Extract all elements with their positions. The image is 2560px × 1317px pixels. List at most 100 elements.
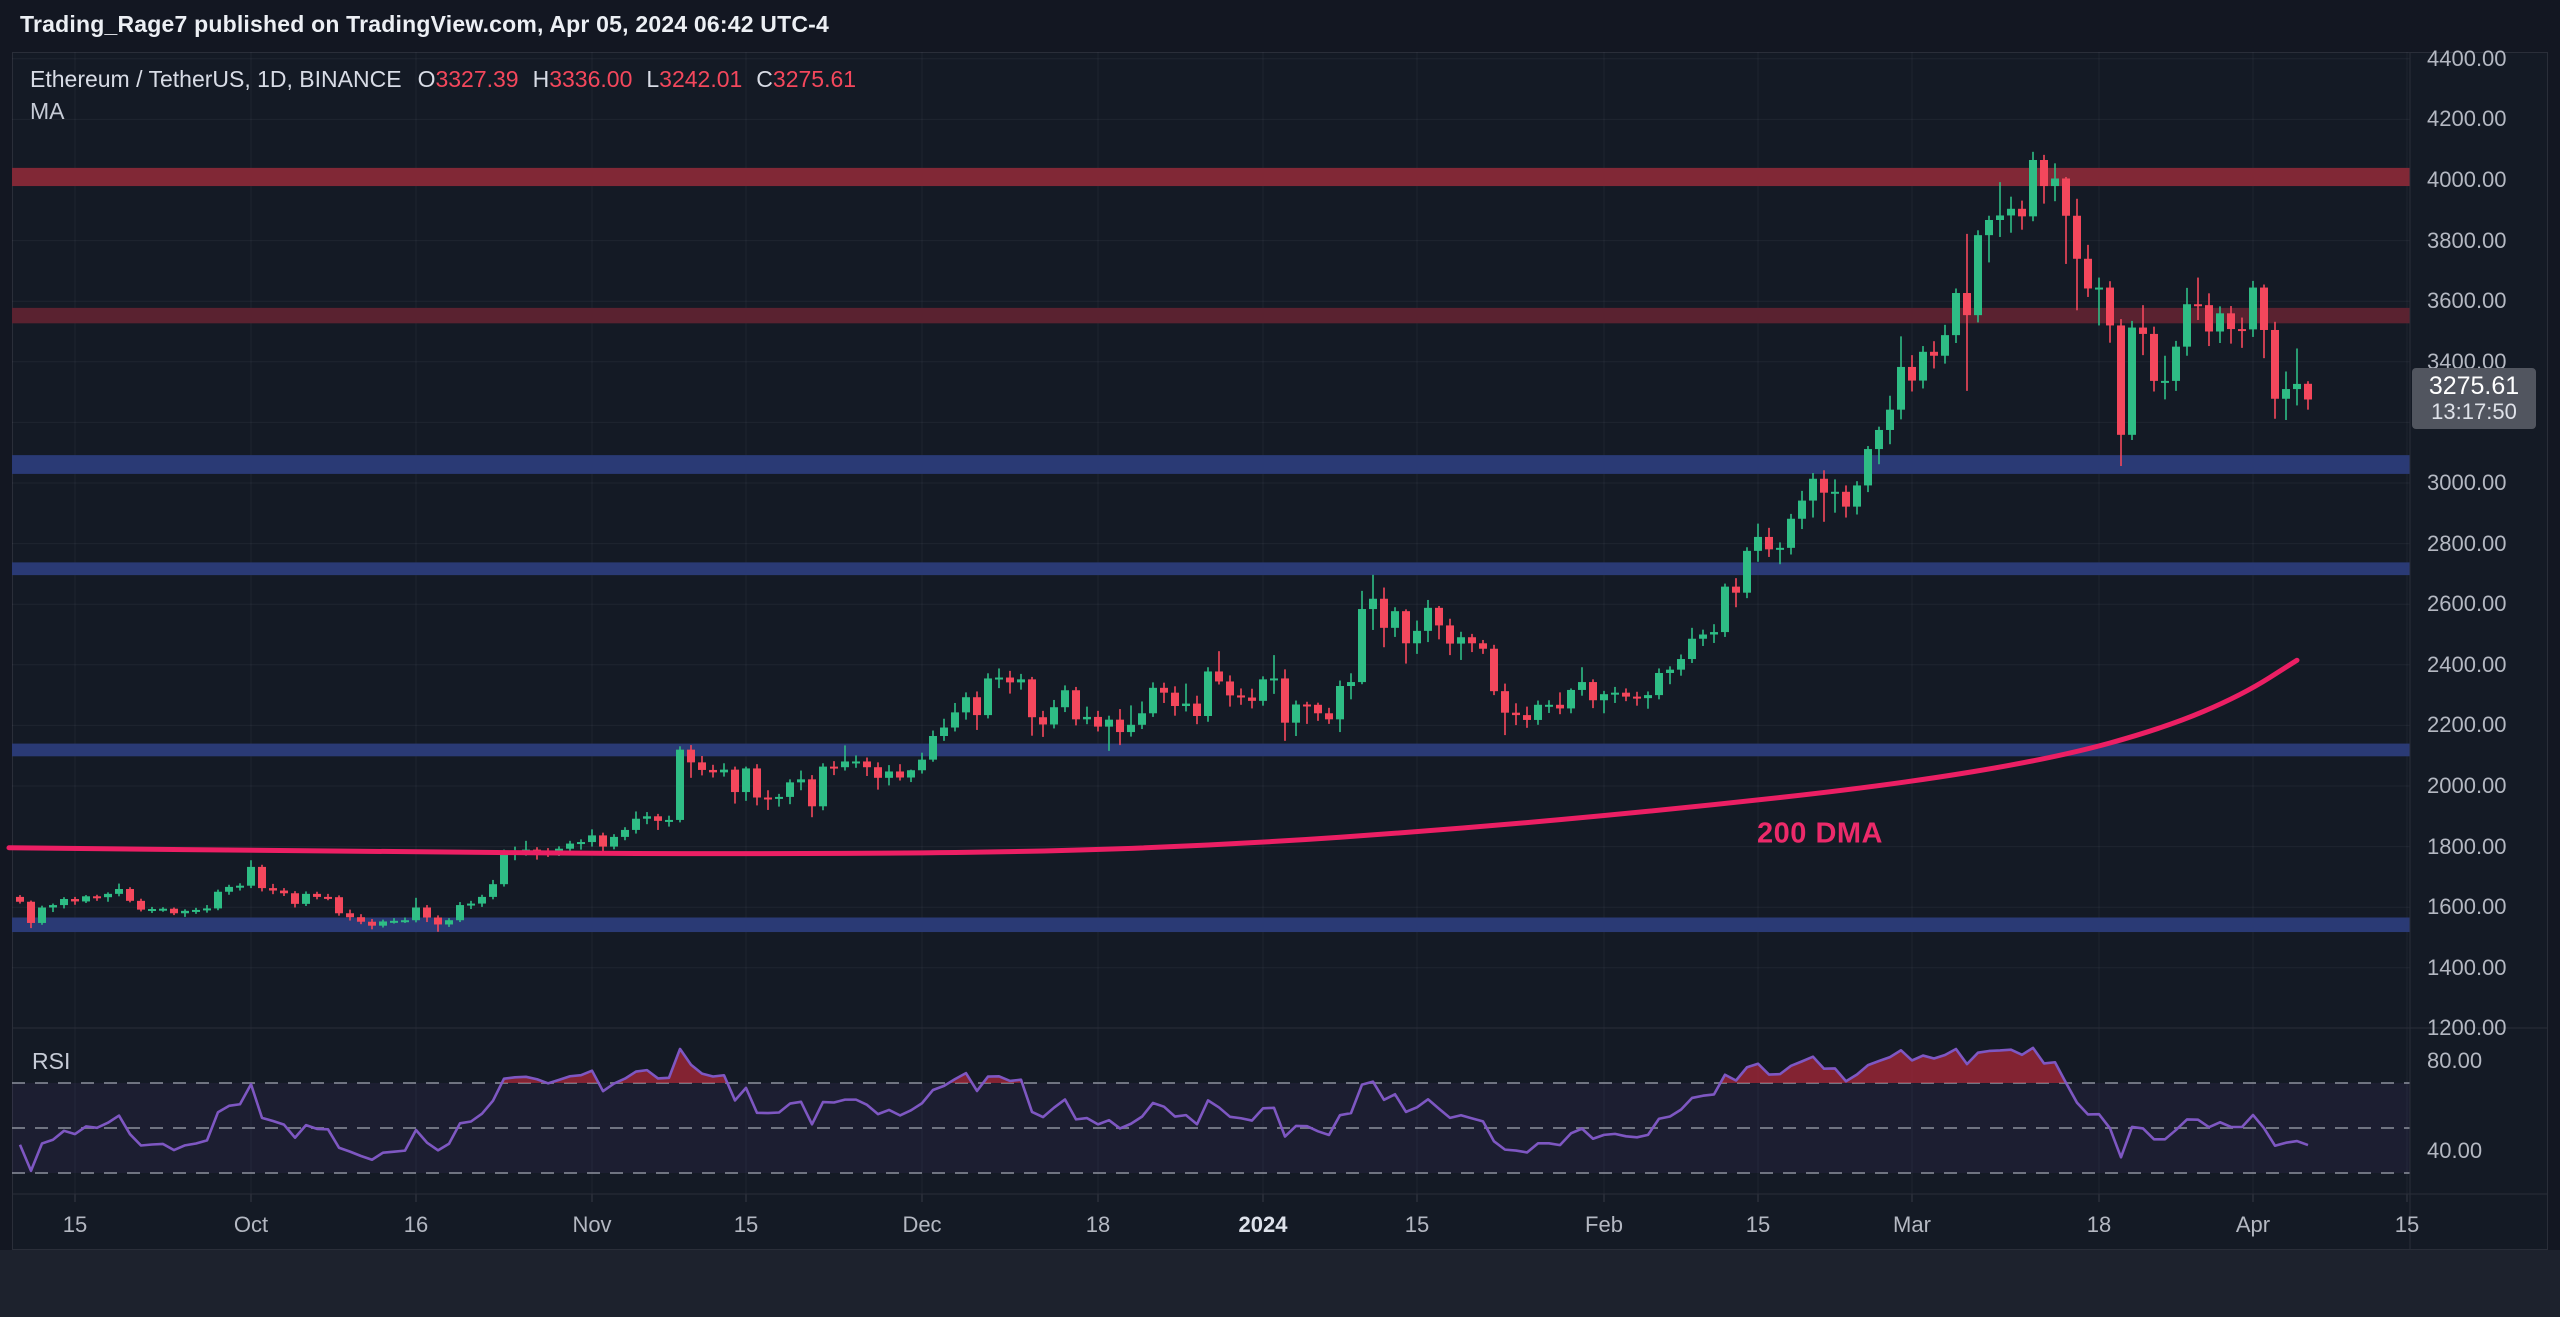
rsi-overbought-fill <box>615 1048 728 1083</box>
candle-body <box>2205 305 2213 332</box>
candle-body <box>379 921 387 926</box>
candle-body <box>1050 707 1058 725</box>
candle-body <box>632 818 640 830</box>
candle-body <box>1655 672 1663 696</box>
candle-body <box>863 761 871 768</box>
candle-body <box>1204 671 1212 717</box>
symbol-title: Ethereum / TetherUS, 1D, BINANCE <box>30 66 402 92</box>
ohlc-item: C 3275.61 <box>756 66 857 92</box>
candle-body <box>984 678 992 716</box>
candle-body <box>27 901 35 923</box>
time-tick-label: 15 <box>62 1212 88 1237</box>
candle-body <box>588 835 596 843</box>
candle-body <box>907 770 915 778</box>
candle-body <box>1226 681 1234 696</box>
ma-indicator-legend[interactable]: MA <box>30 98 65 125</box>
candle-body <box>1589 682 1597 701</box>
candle-body <box>1743 550 1751 593</box>
candle-body <box>1853 485 1861 507</box>
candle-body <box>1875 429 1883 450</box>
candle-body <box>1160 687 1168 693</box>
rsi-pane-label[interactable]: RSI <box>32 1048 71 1074</box>
chart-card <box>12 52 2548 1250</box>
candle-body <box>2282 389 2290 399</box>
candle-body <box>1820 478 1828 493</box>
candle-body <box>1380 598 1388 628</box>
price-tick-label: 4200.00 <box>2427 106 2507 132</box>
candle-body <box>423 907 431 918</box>
candle-body <box>1094 716 1102 727</box>
candle-body <box>313 893 321 897</box>
price-tick-label: 2200.00 <box>2427 712 2507 738</box>
candle-body <box>1996 215 2004 220</box>
candle-body <box>1765 536 1773 550</box>
candle-body <box>1347 682 1355 687</box>
candle-body <box>1886 409 1894 430</box>
candle-body <box>874 767 882 778</box>
time-tick-label: Apr <box>2235 1212 2271 1237</box>
candle-body <box>1292 704 1300 723</box>
candle-body <box>1622 692 1630 697</box>
candle-body <box>1369 598 1377 610</box>
candle-body <box>2106 287 2114 326</box>
candle-body <box>1325 713 1333 720</box>
candle-body <box>115 889 123 894</box>
candle-body <box>1721 586 1729 633</box>
candle-body <box>896 771 904 778</box>
footer-bar: TradingView <box>0 1250 2560 1317</box>
candle-body <box>357 917 365 922</box>
candle-body <box>346 913 354 918</box>
candle-body <box>2095 287 2103 290</box>
candle-body <box>445 920 453 925</box>
symbol-legend[interactable]: Ethereum / TetherUS, 1D, BINANCE O 3327.3… <box>30 66 856 93</box>
price-tick-label: 2000.00 <box>2427 773 2507 798</box>
candle-body <box>1699 634 1707 639</box>
candle-body <box>2172 346 2180 381</box>
candle-body <box>1688 638 1696 660</box>
candle-body <box>753 768 761 798</box>
candle-body <box>2040 160 2048 187</box>
candle-body <box>60 899 68 906</box>
candle-body <box>1479 643 1487 649</box>
candle-body <box>1831 491 1839 494</box>
candle-body <box>610 836 618 847</box>
time-tick-label: 15 <box>733 1212 759 1237</box>
candle-body <box>489 884 497 897</box>
candle-body <box>1556 704 1564 709</box>
candle-body <box>203 908 211 911</box>
candle-body <box>1237 695 1245 698</box>
candle-body <box>687 749 695 763</box>
candle-body <box>1171 692 1179 707</box>
candle-body <box>1182 703 1190 707</box>
candle-body <box>1446 625 1454 644</box>
candle-body <box>159 908 167 911</box>
candle-body <box>412 907 420 921</box>
candle-body <box>1061 690 1069 708</box>
candle-body <box>126 889 134 901</box>
candle-body <box>2304 383 2312 400</box>
candle-body <box>2051 178 2059 187</box>
candle-body <box>1930 351 1938 356</box>
candle-body <box>577 842 585 845</box>
price-tick-label: 2400.00 <box>2427 651 2507 677</box>
time-tick-label: 15 <box>1404 1212 1430 1237</box>
candle-body <box>2194 304 2202 307</box>
time-tick-label: 15 <box>2394 1212 2420 1237</box>
candle-body <box>104 893 112 898</box>
candle-body <box>1941 335 1949 356</box>
candle-body <box>2150 333 2158 381</box>
candle-body <box>786 782 794 797</box>
price-tick-label: 3600.00 <box>2427 288 2507 314</box>
candle-body <box>973 697 981 716</box>
candle-body <box>1644 695 1652 699</box>
candle-body <box>1281 678 1289 723</box>
candle-body <box>2161 380 2169 383</box>
candle-body <box>1985 219 1993 236</box>
candle-body <box>1908 366 1916 381</box>
candle-body <box>940 727 948 737</box>
candle-body <box>1006 677 1014 683</box>
time-tick-label: Mar <box>1893 1212 1931 1237</box>
candle-body <box>918 759 926 771</box>
candle-body <box>1413 630 1421 644</box>
